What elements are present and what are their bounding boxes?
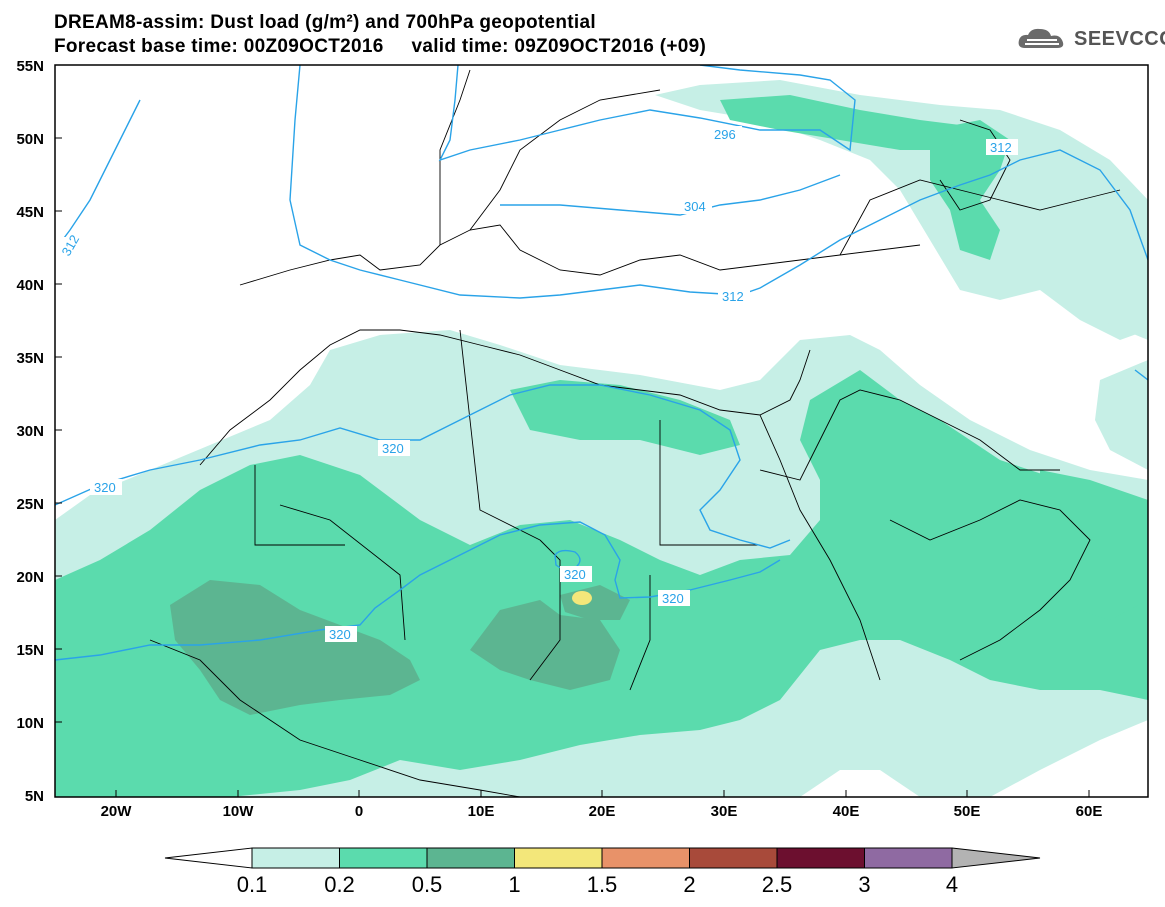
lat-tick-label: 30N xyxy=(16,423,44,440)
contour-label: 312 xyxy=(722,289,744,304)
longitude-tick-marks xyxy=(115,790,1090,797)
contour-labels: 296 304 312 312 312 320 320 320 320 320 … xyxy=(55,126,1018,642)
dust-fill-layer xyxy=(55,65,1148,797)
contour-312-west xyxy=(55,99,141,251)
colorbar-label: 2.5 xyxy=(762,872,793,897)
colorbar-labels: 0.1 0.2 0.5 1 1.5 2 2.5 3 4 xyxy=(237,872,958,897)
lon-tick-label: 10W xyxy=(223,803,255,820)
colorbar-bin xyxy=(689,847,778,869)
contour-label: 304 xyxy=(684,199,706,214)
colorbar-label: 1 xyxy=(508,872,520,897)
colorbar-label: 0.1 xyxy=(237,872,268,897)
colorbar-min-arrow xyxy=(164,847,253,869)
lat-tick-label: 20N xyxy=(16,569,44,586)
colorbar-max-arrow xyxy=(951,847,1041,869)
lon-tick-label: 40E xyxy=(833,803,860,820)
contour-320-east xyxy=(1134,369,1148,381)
contour-label: 320 xyxy=(662,591,684,606)
lat-tick-label: 25N xyxy=(16,496,44,513)
lat-tick-label: 50N xyxy=(16,131,44,148)
colorbar-label: 1.5 xyxy=(587,872,618,897)
latitude-tick-marks xyxy=(55,64,62,723)
contour-304-europe xyxy=(289,65,1148,299)
coastline-layer xyxy=(149,69,1121,797)
colorbar-bin xyxy=(251,847,340,869)
contour-label: 320 xyxy=(382,441,404,456)
lat-tick-label: 15N xyxy=(16,642,44,659)
colorbar-bin xyxy=(776,847,865,869)
dust-region-0.2-arabia-east xyxy=(1040,470,1148,620)
latitude-axis: 55N 50N 45N 40N 35N 30N 25N 20N 15N 10N … xyxy=(16,58,44,805)
colorbar-bin xyxy=(601,847,690,869)
lon-tick-label: 20E xyxy=(589,803,616,820)
lon-tick-label: 20W xyxy=(101,803,133,820)
longitude-axis: 20W 10W 0 10E 20E 30E 40E 50E 60E xyxy=(101,803,1103,820)
contour-label: 296 xyxy=(714,127,736,142)
dust-region-0.1-europe-east xyxy=(655,80,1148,340)
seevccc-logo: SEEVCCC xyxy=(1017,26,1165,52)
colorbar xyxy=(164,847,1041,869)
cloud-icon xyxy=(1018,28,1064,48)
colorbar-label: 0.2 xyxy=(324,872,355,897)
contour-label: 320 xyxy=(94,480,116,495)
map-subtitle: Forecast base time: 00Z09OCT2016 valid t… xyxy=(54,36,707,57)
logo-text: SEEVCCC xyxy=(1074,27,1165,50)
dust-region-1.0-peak xyxy=(572,591,592,605)
colorbar-bin xyxy=(514,847,603,869)
lat-tick-label: 35N xyxy=(16,350,44,367)
lon-tick-label: 10E xyxy=(468,803,495,820)
contour-label: 320 xyxy=(564,567,586,582)
colorbar-bin xyxy=(864,847,953,869)
lat-tick-label: 55N xyxy=(16,58,44,75)
map-title: DREAM8-assim: Dust load (g/m²) and 700hP… xyxy=(54,12,596,33)
dust-region-0.5-chad xyxy=(470,600,620,690)
contour-296 xyxy=(438,65,856,162)
colorbar-bin xyxy=(426,847,515,869)
lat-tick-label: 10N xyxy=(16,715,44,732)
lon-tick-label: 50E xyxy=(954,803,981,820)
colorbar-bin xyxy=(339,847,428,869)
colorbar-label: 4 xyxy=(946,872,958,897)
dust-region-0.1-east-patch xyxy=(1095,360,1148,470)
lat-tick-label: 5N xyxy=(25,788,44,805)
lon-tick-label: 30E xyxy=(711,803,738,820)
contour-label: 320 xyxy=(329,627,351,642)
lat-tick-label: 45N xyxy=(16,204,44,221)
lon-tick-label: 60E xyxy=(1076,803,1103,820)
dust-region-0.2-libya xyxy=(510,380,740,455)
lat-tick-label: 40N xyxy=(16,277,44,294)
colorbar-label: 3 xyxy=(858,872,870,897)
colorbar-label: 2 xyxy=(683,872,695,897)
lon-tick-label: 0 xyxy=(355,803,363,820)
dust-region-0.1-levant xyxy=(1040,220,1148,340)
colorbar-label: 0.5 xyxy=(412,872,443,897)
contour-320-north xyxy=(55,384,791,549)
dust-region-0.5-west-sahel xyxy=(170,580,420,715)
dust-region-0.2-north-band xyxy=(720,95,960,150)
contour-label: 312 xyxy=(990,140,1012,155)
